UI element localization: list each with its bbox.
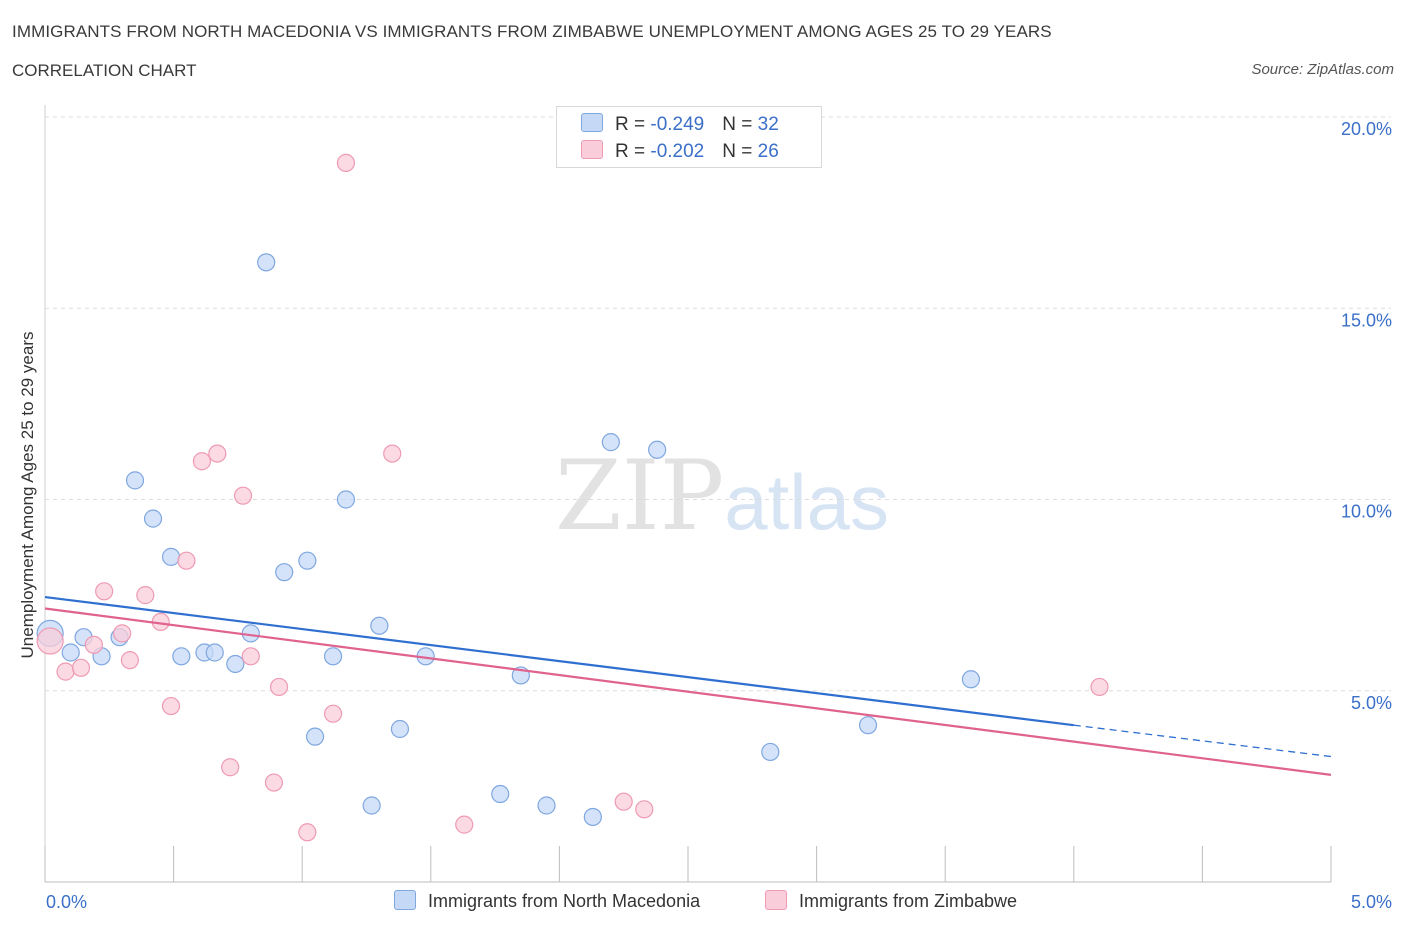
chart-subtitle: CORRELATION CHART: [12, 61, 197, 80]
chart-title: IMMIGRANTS FROM NORTH MACEDONIA VS IMMIG…: [12, 22, 1052, 41]
point-zimbabwe: [84, 635, 103, 654]
x-tick-label: 0.0%: [46, 892, 87, 912]
y-tick-label: 10.0%: [1341, 502, 1392, 522]
point-north-macedonia: [275, 563, 294, 582]
legend-row-north-macedonia: R = -0.249 N = 32: [581, 113, 779, 136]
point-north-macedonia: [205, 643, 224, 662]
legend-n-label: N =: [722, 141, 758, 162]
point-north-macedonia: [390, 719, 410, 739]
point-zimbabwe: [298, 823, 317, 842]
point-north-macedonia: [61, 643, 80, 662]
point-zimbabwe: [95, 582, 114, 601]
point-zimbabwe: [161, 696, 181, 716]
point-zimbabwe: [269, 677, 289, 697]
legend-n-value-zimbabwe: 26: [757, 141, 779, 162]
bottom-legend-swatch-zimbabwe: [765, 890, 787, 910]
point-north-macedonia: [491, 784, 510, 804]
point-zimbabwe: [36, 627, 64, 655]
source-credit: Source: ZipAtlas.com: [1251, 61, 1394, 78]
legend-r-value-north-macedonia: -0.249: [650, 114, 705, 135]
point-north-macedonia: [761, 742, 780, 762]
point-north-macedonia: [961, 670, 981, 689]
point-north-macedonia: [172, 647, 191, 666]
point-zimbabwe: [113, 624, 132, 643]
legend-r-value-zimbabwe: -0.202: [650, 141, 705, 162]
legend-swatch-zimbabwe: [581, 140, 603, 159]
point-north-macedonia: [648, 440, 667, 459]
y-tick-label: 15.0%: [1341, 310, 1392, 330]
point-zimbabwe: [233, 486, 253, 505]
point-zimbabwe: [635, 800, 654, 819]
point-zimbabwe: [136, 586, 155, 605]
legend-swatch-north-macedonia: [581, 113, 603, 132]
point-north-macedonia: [305, 727, 325, 746]
bottom-legend-label-north-macedonia: Immigrants from North Macedonia: [428, 891, 701, 911]
point-north-macedonia: [537, 796, 556, 815]
point-north-macedonia: [601, 433, 620, 452]
y-tick-label: 20.0%: [1341, 119, 1392, 139]
point-north-macedonia: [226, 654, 245, 674]
point-zimbabwe: [177, 551, 196, 570]
bottom-legend-swatch-north-macedonia: [394, 890, 416, 910]
y-axis-label: Unemployment Among Ages 25 to 29 years: [18, 331, 37, 659]
point-north-macedonia: [858, 716, 878, 735]
point-north-macedonia: [143, 509, 163, 528]
legend-r-label: R =: [615, 141, 651, 162]
trendline-north-macedonia-extension: [1073, 724, 1332, 758]
point-zimbabwe: [120, 651, 139, 670]
point-zimbabwe: [336, 153, 356, 172]
point-north-macedonia: [336, 490, 356, 509]
legend-n-value-north-macedonia: 32: [757, 114, 779, 135]
bottom-legend-zimbabwe: Immigrants from Zimbabwe: [765, 890, 1017, 912]
point-zimbabwe: [1090, 677, 1109, 697]
legend-r-label: R =: [615, 114, 651, 135]
y-tick-label: 5.0%: [1351, 693, 1392, 713]
watermark-zip: ZIP: [555, 440, 725, 552]
trendline-north-macedonia: [44, 595, 1074, 727]
point-zimbabwe: [221, 758, 240, 777]
point-north-macedonia: [257, 253, 276, 272]
point-north-macedonia: [370, 616, 389, 635]
point-zimbabwe: [56, 662, 75, 681]
watermark-atlas: atlas: [724, 458, 889, 546]
point-zimbabwe: [264, 773, 284, 792]
point-north-macedonia: [583, 807, 602, 827]
bottom-legend-north-macedonia: Immigrants from North Macedonia: [394, 890, 700, 912]
point-north-macedonia: [161, 547, 181, 566]
legend-row-zimbabwe: R = -0.202 N = 26: [581, 140, 779, 163]
x-tick-label: 5.0%: [1351, 892, 1392, 912]
point-zimbabwe: [71, 658, 91, 677]
trendline-zimbabwe: [44, 607, 1332, 776]
point-north-macedonia: [125, 471, 145, 490]
point-north-macedonia: [323, 647, 343, 666]
point-zimbabwe: [455, 815, 474, 834]
watermark: ZIPatlas: [555, 440, 889, 552]
correlation-legend: R = -0.249 N = 32 R = -0.202 N = 26: [556, 106, 822, 168]
point-zimbabwe: [614, 792, 633, 811]
point-zimbabwe: [323, 704, 343, 723]
point-zimbabwe: [208, 444, 227, 463]
legend-n-label: N =: [722, 114, 758, 135]
point-zimbabwe: [383, 444, 402, 463]
point-zimbabwe: [192, 452, 211, 471]
point-north-macedonia: [362, 796, 381, 815]
point-north-macedonia: [298, 551, 317, 570]
point-zimbabwe: [241, 647, 260, 666]
bottom-legend-label-zimbabwe: Immigrants from Zimbabwe: [799, 891, 1018, 911]
